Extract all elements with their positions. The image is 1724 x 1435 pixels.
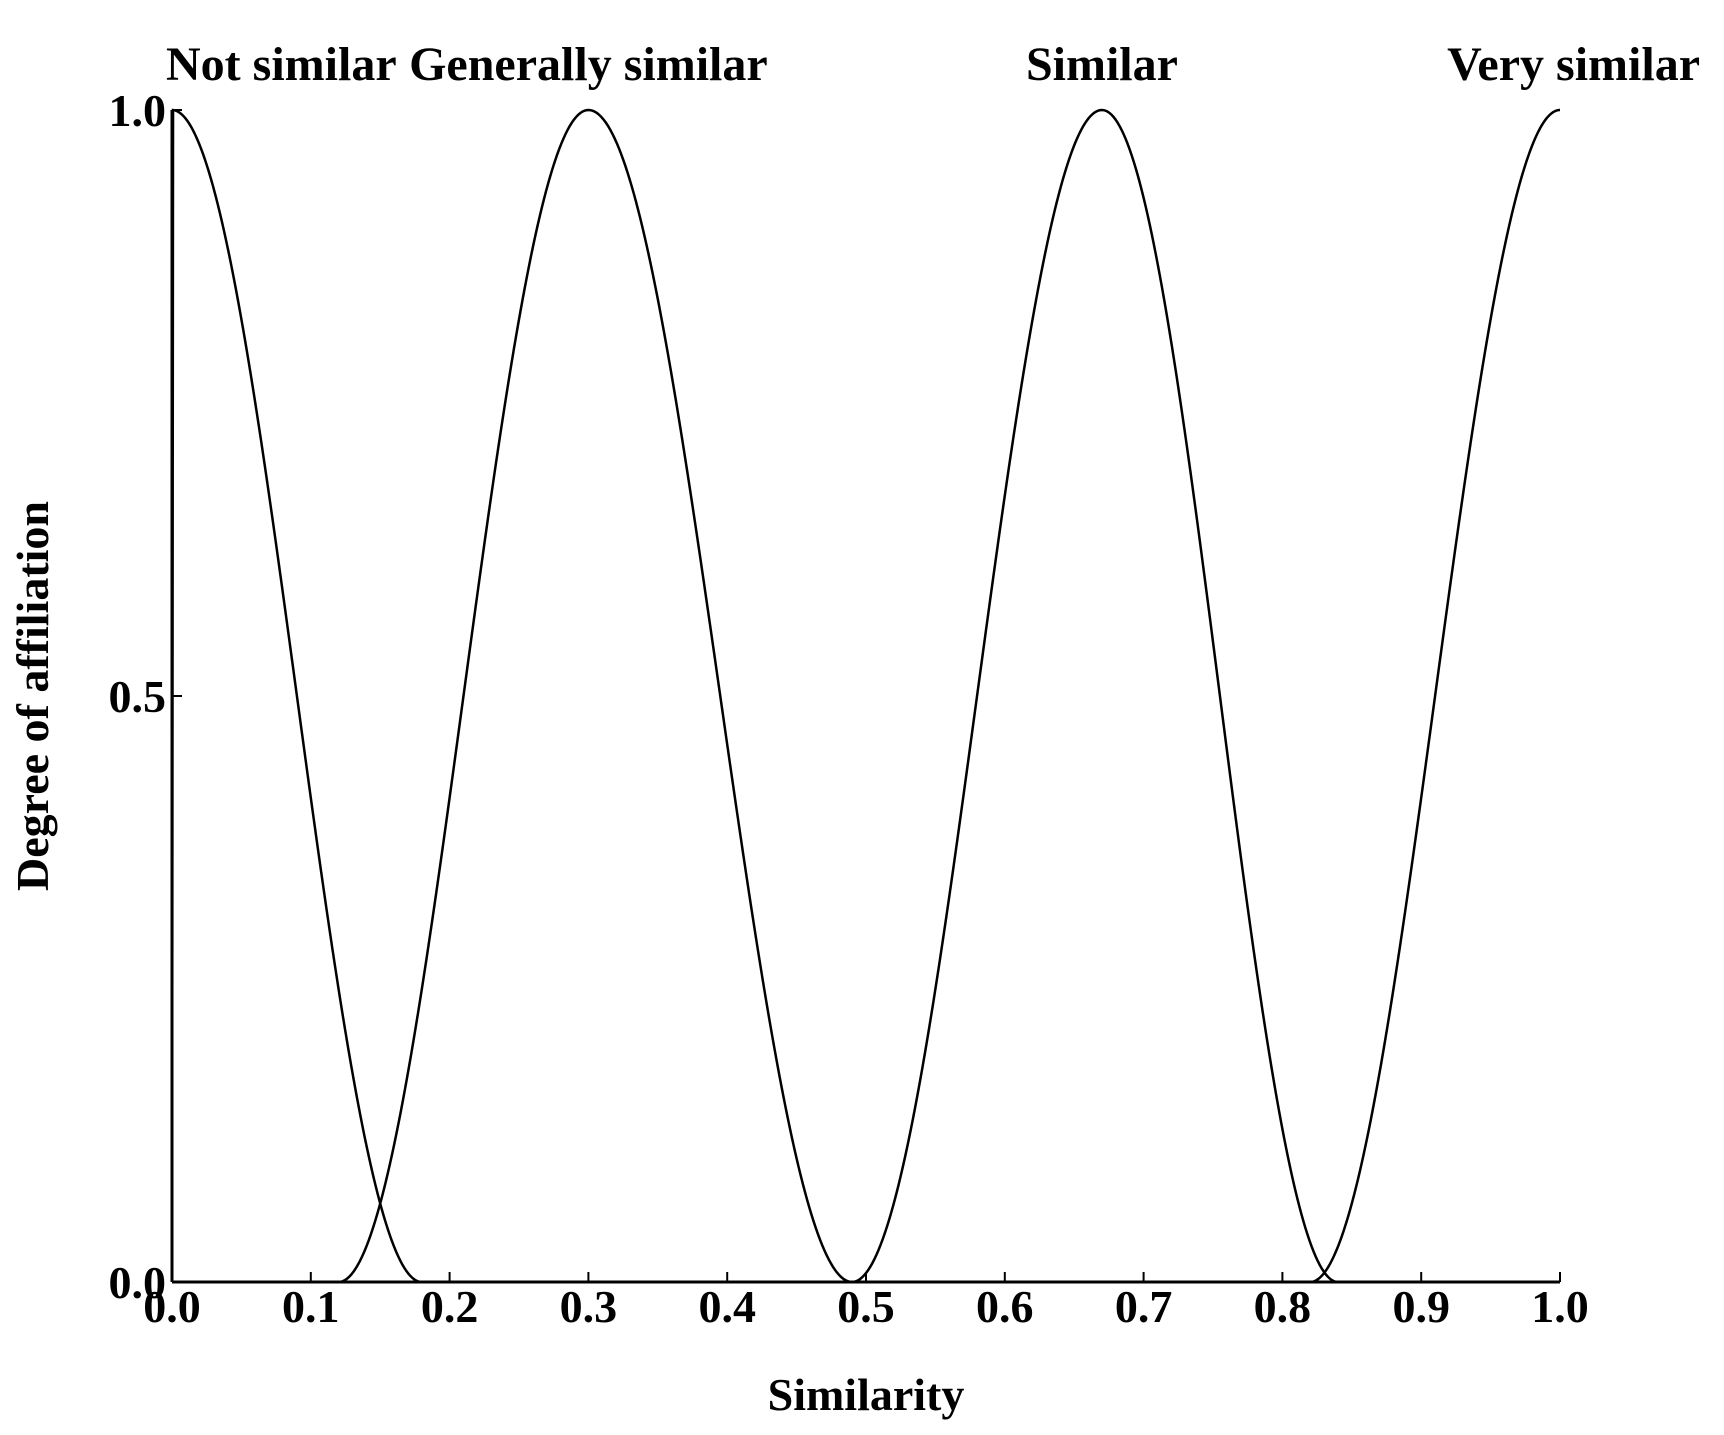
- x-tick-label: 0.8: [1254, 1281, 1312, 1332]
- series-line: [1310, 108, 1561, 1284]
- axes: 0.0 0.1 0.2 0.3 0.4 0.5 0.6 0.7 0.8 0.9 1.0 0.0 0.5…: [109, 85, 1589, 1332]
- curve-label: Not similar: [166, 38, 397, 91]
- curves: [170, 108, 1561, 1284]
- x-tick-label: 0.2: [421, 1281, 479, 1332]
- x-tick-label: 0.7: [1115, 1281, 1173, 1332]
- x-tick-label: 0.6: [976, 1281, 1034, 1332]
- series-line: [338, 108, 853, 1284]
- y-tick-label: 1.0: [109, 85, 167, 136]
- x-tick-label: 0.3: [560, 1281, 618, 1332]
- x-axis-title: Similarity: [768, 1369, 965, 1420]
- x-tick-label: 0.0: [143, 1281, 201, 1332]
- x-tick-label: 1.0: [1531, 1281, 1589, 1332]
- y-tick-label: 0.5: [109, 671, 167, 722]
- curve-label: Similar: [1026, 38, 1178, 91]
- series-line: [170, 108, 422, 1284]
- x-tick-label: 0.1: [282, 1281, 340, 1332]
- x-tick-label: 0.9: [1392, 1281, 1450, 1332]
- curve-label: Generally similar: [409, 38, 768, 91]
- y-axis-title: Degree of affiliation: [7, 501, 58, 891]
- series-line: [852, 108, 1339, 1284]
- curve-label: Very similar: [1447, 38, 1700, 91]
- x-ticks: 0.0 0.1 0.2 0.3 0.4 0.5 0.6 0.7 0.8 0.9 1.0: [143, 1272, 1589, 1332]
- y-tick-label: 0.0: [109, 1257, 167, 1308]
- x-tick-label: 0.4: [698, 1281, 756, 1332]
- x-tick-label: 0.5: [837, 1281, 895, 1332]
- curve-labels: Not similar Generally similar Similar Very …: [166, 38, 1700, 91]
- y-ticks: 0.0 0.5 1.0: [109, 85, 182, 1308]
